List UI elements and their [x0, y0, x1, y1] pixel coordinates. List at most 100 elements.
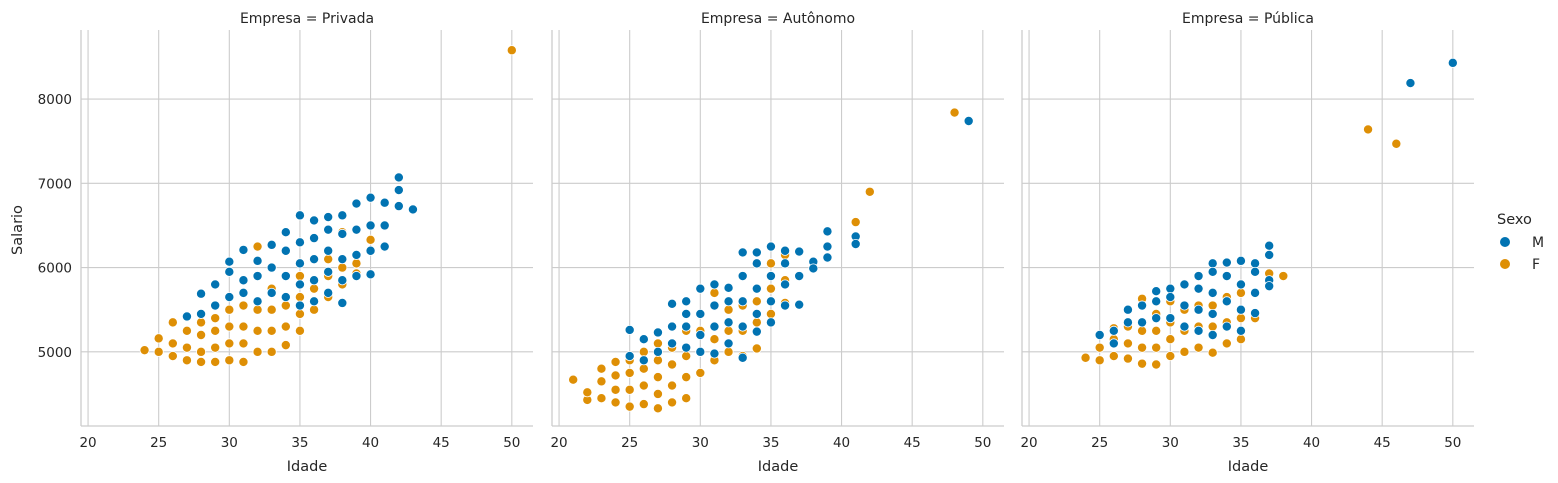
scatter-point-f [1108, 351, 1119, 362]
scatter-point-f [765, 308, 776, 319]
scatter-point-m [309, 254, 320, 265]
scatter-point-m [1235, 325, 1246, 336]
scatter-point-m [808, 263, 819, 274]
scatter-point-f [252, 346, 263, 357]
scatter-point-m [351, 249, 362, 260]
scatter-point-f [751, 343, 762, 354]
scatter-point-f [1122, 338, 1133, 349]
x-axis-label: Idade [758, 459, 799, 475]
scatter-point-m [1447, 57, 1458, 68]
scatter-point-f [624, 384, 635, 395]
scatter-point-m [850, 239, 861, 250]
scatter-point-f [652, 388, 663, 399]
scatter-point-m [794, 271, 805, 282]
scatter-point-m [1179, 279, 1190, 290]
scatter-point-f [238, 321, 249, 332]
scatter-point-m [737, 321, 748, 332]
scatter-point-f [667, 380, 678, 391]
scatter-point-m [1250, 266, 1261, 277]
scatter-point-m [309, 296, 320, 307]
scatter-point-f [1094, 355, 1105, 366]
scatter-point-f [652, 372, 663, 383]
x-tick-label: 50 [974, 435, 991, 451]
scatter-point-m [737, 352, 748, 363]
scatter-point-f [309, 283, 320, 294]
scatter-point-f [652, 355, 663, 366]
scatter-point-m [723, 338, 734, 349]
x-tick-label: 30 [221, 435, 238, 451]
scatter-point-f [681, 393, 692, 404]
scatter-point-m [1250, 258, 1261, 269]
scatter-point-f [1151, 359, 1162, 370]
scatter-point-m [723, 317, 734, 328]
scatter-point-f [196, 330, 207, 341]
x-tick-label: 20 [79, 435, 96, 451]
scatter-point-f [181, 342, 192, 353]
x-tick-label: 20 [1020, 435, 1037, 451]
scatter-point-m [224, 256, 235, 267]
scatter-point-m [765, 271, 776, 282]
scatter-point-f [652, 403, 663, 414]
scatter-point-m [1165, 313, 1176, 324]
scatter-point-m [266, 239, 277, 250]
x-tick-label: 50 [1444, 435, 1461, 451]
scatter-point-f [294, 325, 305, 336]
scatter-point-f [1278, 271, 1289, 282]
scatter-point-m [1165, 283, 1176, 294]
scatter-point-f [610, 397, 621, 408]
scatter-point-f [568, 374, 579, 385]
scatter-point-m [294, 258, 305, 269]
scatter-point-f [1193, 342, 1204, 353]
scatter-point-f [1391, 138, 1402, 149]
scatter-point-m [1405, 78, 1416, 89]
scatter-point-m [1193, 283, 1204, 294]
scatter-point-m [365, 192, 376, 203]
scatter-point-m [695, 283, 706, 294]
scatter-point-m [280, 227, 291, 238]
scatter-point-m [252, 296, 263, 307]
scatter-point-f [323, 254, 334, 265]
scatter-point-f [1122, 353, 1133, 364]
scatter-point-f [153, 333, 164, 344]
x-tick-label: 25 [621, 435, 638, 451]
scatter-point-f [1137, 325, 1148, 336]
scatter-point-f [765, 283, 776, 294]
scatter-point-m [780, 279, 791, 290]
scatter-point-f [864, 186, 875, 197]
scatter-point-f [196, 317, 207, 328]
scatter-point-f [252, 325, 263, 336]
scatter-point-m [280, 292, 291, 303]
x-axis-label: Idade [1228, 459, 1269, 475]
scatter-point-f [695, 367, 706, 378]
scatter-point-f [280, 340, 291, 351]
scatter-point-f [224, 321, 235, 332]
scatter-point-m [393, 201, 404, 212]
scatter-point-m [365, 245, 376, 256]
scatter-point-m [1165, 292, 1176, 303]
scatter-point-m [1207, 266, 1218, 277]
scatter-point-m [1193, 271, 1204, 282]
scatter-point-f [652, 338, 663, 349]
scatter-point-m [1151, 296, 1162, 307]
scatter-point-m [351, 224, 362, 235]
scatter-point-f [1221, 338, 1232, 349]
scatter-point-m [751, 308, 762, 319]
scatter-point-f [280, 300, 291, 311]
scatter-point-m [337, 228, 348, 239]
scatter-point-f [638, 399, 649, 410]
facet-title: Empresa = Privada [240, 11, 374, 27]
scatter-point-f [506, 45, 517, 56]
scatter-point-m [723, 282, 734, 293]
scatter-point-f [294, 271, 305, 282]
scatter-point-f [751, 296, 762, 307]
x-tick-label: 20 [550, 435, 567, 451]
scatter-point-f [238, 300, 249, 311]
legend-label-m: M [1532, 235, 1544, 251]
scatter-point-m [1094, 330, 1105, 341]
scatter-point-f [224, 355, 235, 366]
scatter-point-m [323, 212, 334, 223]
scatter-point-f [596, 363, 607, 374]
scatter-point-m [323, 266, 334, 277]
facet-panels: Empresa = Privada 20 25 30 35 40 45 50 5000 6000 7… [38, 11, 1474, 475]
scatter-point-m [1122, 304, 1133, 315]
